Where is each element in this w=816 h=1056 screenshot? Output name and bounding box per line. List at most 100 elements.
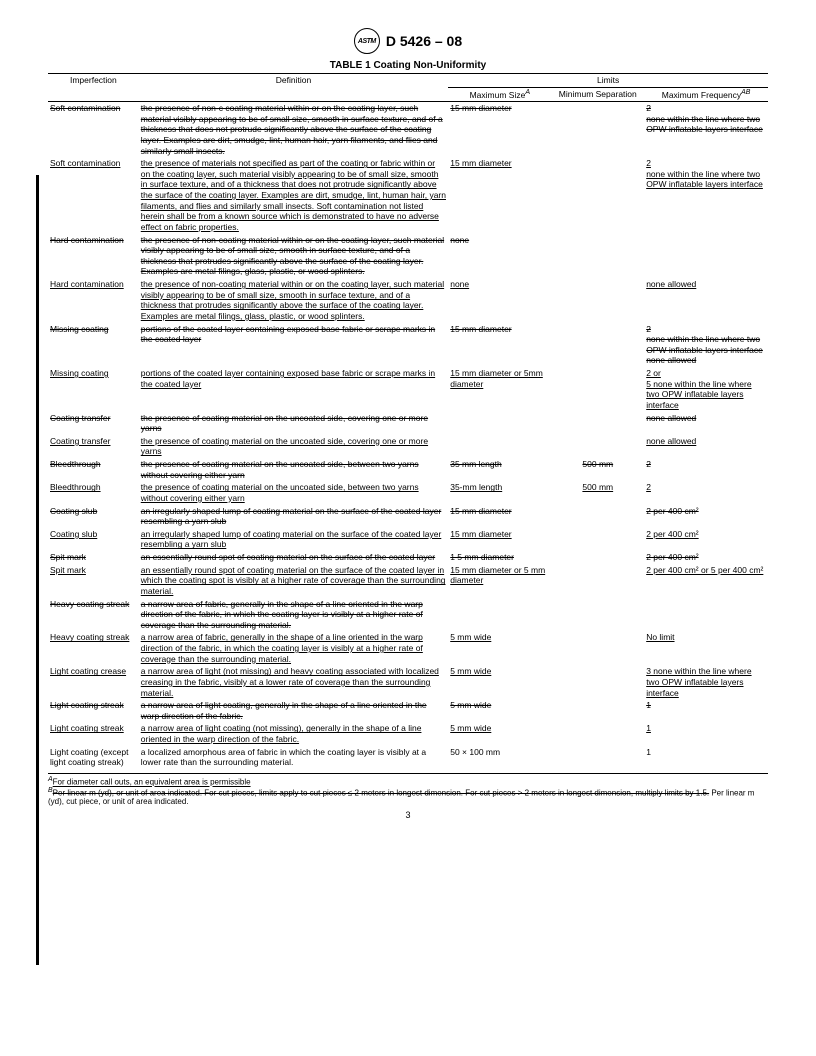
- cell-max-freq: 1: [644, 746, 768, 769]
- footnotes: AFor diameter call outs, an equivalent a…: [48, 773, 768, 806]
- cell-max-freq: 2 per 400 cm²: [644, 505, 768, 528]
- cell-max-size: none: [448, 234, 551, 279]
- col-imperfection: Imperfection: [48, 74, 139, 102]
- coating-table: Imperfection Definition Limits Maximum S…: [48, 73, 768, 769]
- table-row: Bleedthroughthe presence of coating mate…: [48, 481, 768, 504]
- cell-max-freq: 2none within the line where two OPW infl…: [644, 102, 768, 157]
- cell-imperfection: Coating transfer: [48, 412, 139, 435]
- cell-min-sep: [551, 278, 644, 323]
- cell-min-sep: [551, 528, 644, 551]
- col-definition: Definition: [139, 74, 448, 102]
- table-row: Coating transferthe presence of coating …: [48, 412, 768, 435]
- cell-max-freq: 2 per 400 cm²: [644, 528, 768, 551]
- page-number: 3: [48, 810, 768, 820]
- cell-definition: a narrow area of fabric, generally in th…: [139, 631, 448, 665]
- table-row: Missing coatingportions of the coated la…: [48, 367, 768, 412]
- table-row: Light coating (except light coating stre…: [48, 746, 768, 769]
- cell-max-freq: 1: [644, 722, 768, 745]
- cell-max-size: [448, 412, 551, 435]
- cell-min-sep: [551, 412, 644, 435]
- cell-min-sep: [551, 631, 644, 665]
- table-row: Bleedthroughthe presence of coating mate…: [48, 458, 768, 481]
- cell-min-sep: [551, 551, 644, 564]
- cell-max-freq: 2 per 400 cm² or 5 per 400 cm²: [644, 564, 768, 598]
- cell-min-sep: [551, 598, 644, 632]
- cell-max-size: 5 mm wide: [448, 665, 551, 699]
- cell-definition: an essentially round spot of coating mat…: [139, 564, 448, 598]
- cell-max-size: 5 mm wide: [448, 722, 551, 745]
- cell-max-freq: none allowed: [644, 278, 768, 323]
- cell-max-size: 15 mm diameter or 5 mm diameter: [448, 564, 551, 598]
- cell-imperfection: Spit mark: [48, 551, 139, 564]
- cell-max-freq: 2 or5 none within the line where two OPW…: [644, 367, 768, 412]
- cell-min-sep: [551, 435, 644, 458]
- cell-max-freq: 2 per 400 cm²: [644, 551, 768, 564]
- cell-definition: portions of the coated layer containing …: [139, 323, 448, 368]
- cell-min-sep: [551, 564, 644, 598]
- cell-definition: the presence of non-c coating material w…: [139, 102, 448, 157]
- col-min-sep: Minimum Separation: [551, 87, 644, 101]
- table-row: Coating sluban irregularly shaped lump o…: [48, 528, 768, 551]
- cell-definition: a localized amorphous area of fabric in …: [139, 746, 448, 769]
- cell-max-freq: No limit: [644, 631, 768, 665]
- change-bar: [36, 175, 39, 965]
- col-max-size: Maximum SizeA: [448, 87, 551, 101]
- cell-min-sep: [551, 665, 644, 699]
- table-row: Heavy coating streaka narrow area of fab…: [48, 631, 768, 665]
- cell-max-freq: 2: [644, 481, 768, 504]
- cell-min-sep: 500 mm: [551, 458, 644, 481]
- astm-logo-icon: ASTM: [354, 28, 380, 54]
- table-row: Coating transferthe presence of coating …: [48, 435, 768, 458]
- table-row: Spit markan essentially round spot of co…: [48, 551, 768, 564]
- cell-max-freq: none allowed: [644, 412, 768, 435]
- cell-definition: the presence of coating material on the …: [139, 481, 448, 504]
- cell-max-size: none: [448, 278, 551, 323]
- table-row: Light coating streaka narrow area of lig…: [48, 699, 768, 722]
- cell-min-sep: 500 mm: [551, 481, 644, 504]
- cell-definition: portions of the coated layer containing …: [139, 367, 448, 412]
- cell-max-size: 50 × 100 mm: [448, 746, 551, 769]
- table-row: Soft contaminationthe presence of materi…: [48, 157, 768, 233]
- cell-imperfection: Heavy coating streak: [48, 598, 139, 632]
- cell-definition: a narrow area of light (not missing) and…: [139, 665, 448, 699]
- cell-definition: the presence of non-coating material wit…: [139, 278, 448, 323]
- cell-min-sep: [551, 722, 644, 745]
- cell-definition: the presence of materials not specified …: [139, 157, 448, 233]
- cell-max-size: 15 mm diameter or 5mm diameter: [448, 367, 551, 412]
- table-row: Light coating streaka narrow area of lig…: [48, 722, 768, 745]
- standard-code: D 5426 – 08: [386, 33, 462, 49]
- cell-imperfection: Missing coating: [48, 323, 139, 368]
- cell-max-size: 5 mm wide: [448, 631, 551, 665]
- footnote-b-strike: Per linear m (yd), or unit of area indic…: [53, 788, 709, 797]
- cell-min-sep: [551, 367, 644, 412]
- cell-max-size: 15 mm diameter: [448, 323, 551, 368]
- table-row: Heavy coating streaka narrow area of fab…: [48, 598, 768, 632]
- table-row: Spit markan essentially round spot of co…: [48, 564, 768, 598]
- cell-imperfection: Soft contamination: [48, 157, 139, 233]
- cell-min-sep: [551, 323, 644, 368]
- cell-max-size: 35-mm length: [448, 481, 551, 504]
- cell-definition: an essentially round spot of coating mat…: [139, 551, 448, 564]
- document-header: ASTM D 5426 – 08: [48, 28, 768, 54]
- cell-definition: the presence of non-coating material wit…: [139, 234, 448, 279]
- cell-min-sep: [551, 102, 644, 157]
- cell-min-sep: [551, 234, 644, 279]
- cell-imperfection: Missing coating: [48, 367, 139, 412]
- cell-imperfection: Hard contamination: [48, 234, 139, 279]
- cell-max-size: 1 5 mm diameter: [448, 551, 551, 564]
- cell-definition: a narrow area of light coating, generall…: [139, 699, 448, 722]
- cell-imperfection: Heavy coating streak: [48, 631, 139, 665]
- cell-imperfection: Coating slub: [48, 505, 139, 528]
- cell-imperfection: Light coating streak: [48, 699, 139, 722]
- cell-imperfection: Bleedthrough: [48, 481, 139, 504]
- cell-min-sep: [551, 746, 644, 769]
- table-row: Hard contaminationthe presence of non-co…: [48, 278, 768, 323]
- cell-max-freq: 2none within the line where two OPW infl…: [644, 323, 768, 368]
- cell-imperfection: Soft contamination: [48, 102, 139, 157]
- cell-definition: a narrow area of fabric, generally in th…: [139, 598, 448, 632]
- cell-imperfection: Light coating (except light coating stre…: [48, 746, 139, 769]
- cell-max-size: [448, 435, 551, 458]
- cell-definition: the presence of coating material on the …: [139, 458, 448, 481]
- cell-min-sep: [551, 699, 644, 722]
- cell-max-size: 15 mm diameter: [448, 102, 551, 157]
